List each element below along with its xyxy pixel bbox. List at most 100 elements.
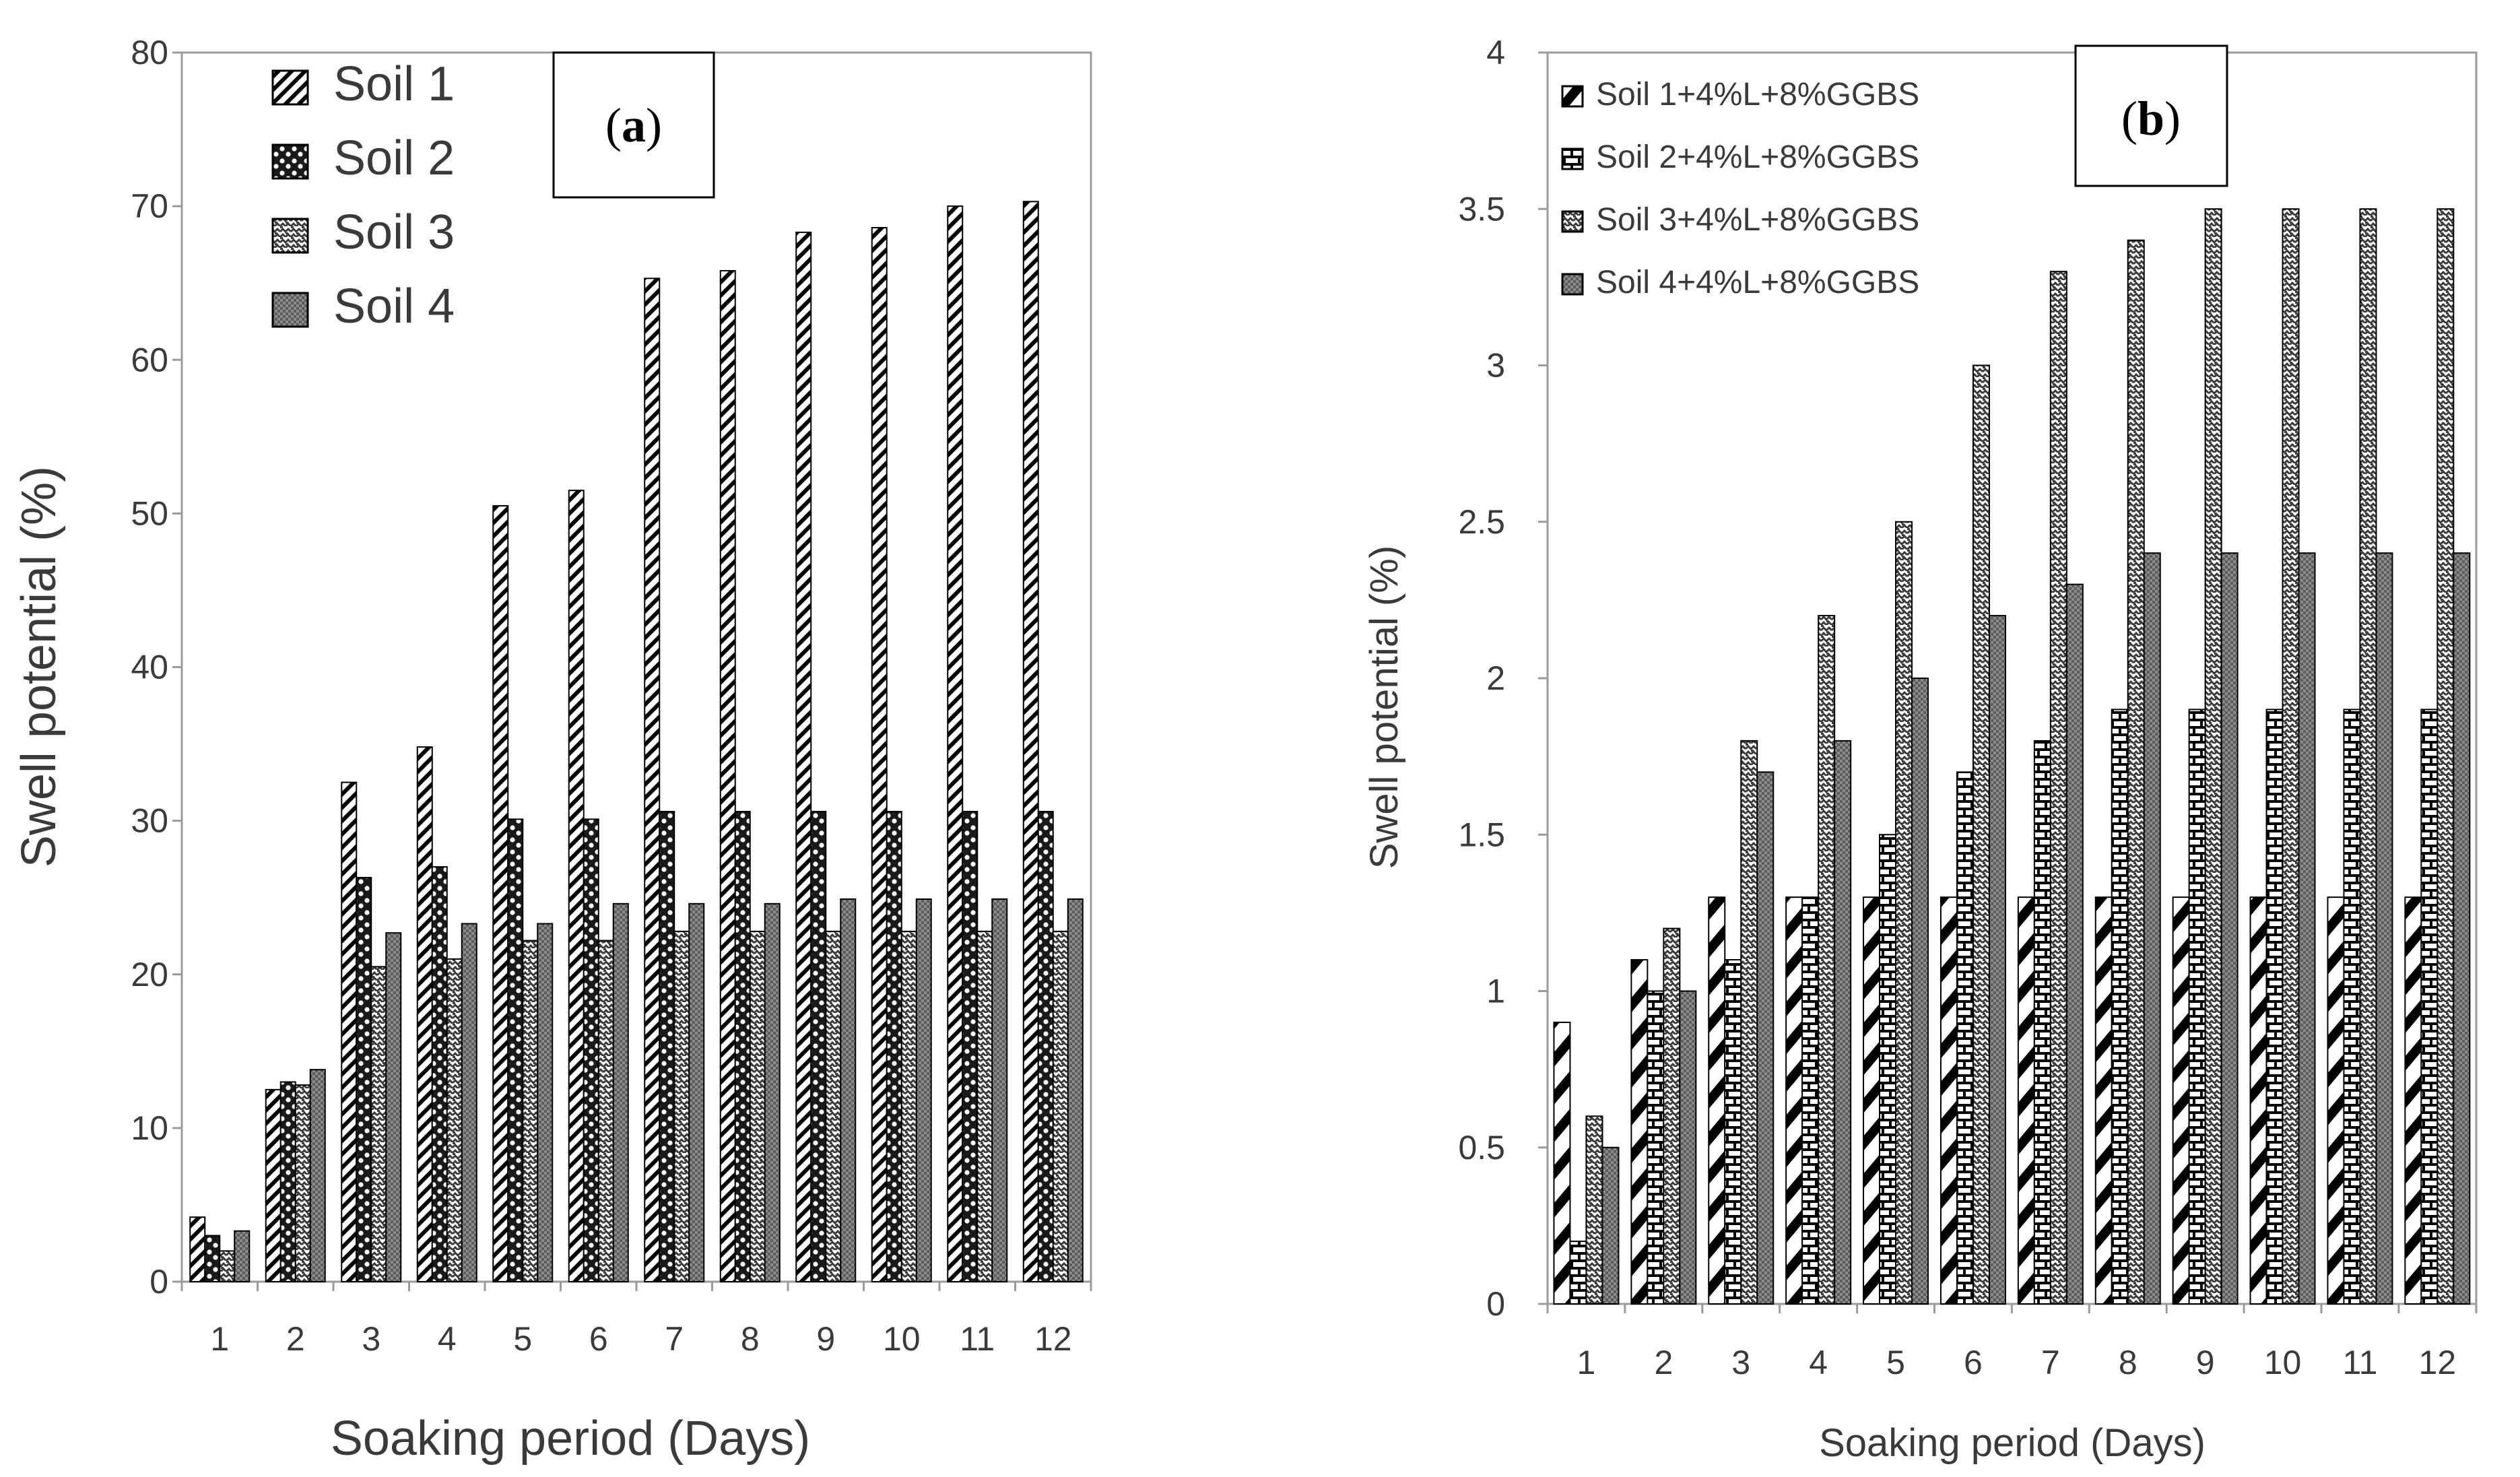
bar-soil-2-4-l-8-ggbs-day-7: [2033, 740, 2051, 1305]
bar-soil-2-day-10: [886, 810, 902, 1282]
bar-soil-2-day-3: [356, 877, 372, 1282]
bar-soil-2-4-l-8-ggbs-day-11: [2343, 709, 2361, 1305]
panel-label-a: (a): [605, 98, 662, 152]
x-tick-label: 12: [2419, 1344, 2457, 1381]
legend-entry: Soil 3: [271, 205, 455, 259]
x-tick-label: 9: [2196, 1344, 2215, 1381]
x-tick-label: 6: [589, 1320, 608, 1358]
bar-soil-4-day-12: [1067, 898, 1084, 1282]
x-tick-label: 7: [665, 1320, 684, 1358]
x-tick-label: 8: [2119, 1344, 2137, 1381]
bar-soil-4-day-11: [991, 898, 1008, 1282]
bar-soil-1-day-9: [795, 231, 812, 1282]
x-axis-label-b: Soaking period (Days): [1819, 1421, 2206, 1465]
bar-soil-1-day-3: [341, 781, 358, 1282]
legend-a: Soil 1 Soil 2 Soil 3 Soil 4: [271, 57, 455, 333]
y-axis-label-a: Swell potential (%): [12, 466, 66, 867]
bar-soil-1-4-l-8-ggbs-day-8: [2094, 896, 2113, 1305]
bar-soil-4-day-3: [385, 932, 402, 1282]
y-tick-label: 20: [131, 956, 168, 993]
bar-soil-3-day-3: [370, 966, 387, 1282]
x-tick-label: 4: [1809, 1344, 1828, 1381]
legend-swatch: [271, 143, 309, 180]
bar-soil-4-4-l-8-ggbs-day-11: [2375, 552, 2393, 1305]
legend-entry: Soil 4+4%L+8%GGBS: [1561, 265, 1919, 300]
bar-soil-2-day-6: [583, 818, 599, 1282]
panel-label-b: (b): [2121, 92, 2181, 145]
y-tick-label: 0.5: [1458, 1129, 1505, 1167]
y-axis-ticks-a: 0 10 20 30 40 50 60 70 80: [131, 34, 182, 1301]
bar-soil-2-day-1: [204, 1235, 221, 1282]
bar-soil-4-4-l-8-ggbs-day-8: [2143, 552, 2161, 1305]
x-tick-label: 1: [210, 1320, 229, 1358]
bar-soil-2-4-l-8-ggbs-day-4: [1801, 896, 1820, 1305]
bar-soil-1-4-l-8-ggbs-day-2: [1630, 959, 1649, 1305]
chart-panel-b: 00.511.522.533.54 1 2 3 4 5 6 7 8 9 10 11 12 Swell …: [1362, 34, 2478, 1465]
bar-soil-3-4-l-8-ggbs-day-7: [2049, 271, 2067, 1305]
x-tick-label: 10: [2264, 1344, 2302, 1381]
bar-soil-1-4-l-8-ggbs-day-4: [1785, 896, 1803, 1305]
x-tick-label: 10: [883, 1320, 921, 1358]
bar-soil-3-day-11: [976, 930, 993, 1282]
bar-soil-1-4-l-8-ggbs-day-1: [1553, 1021, 1571, 1305]
bar-soil-1-day-4: [416, 746, 433, 1282]
bar-soil-4-4-l-8-ggbs-day-2: [1679, 990, 1697, 1305]
bar-soil-4-4-l-8-ggbs-day-12: [2453, 552, 2471, 1305]
y-tick-label: 50: [131, 494, 168, 532]
bar-soil-2-day-9: [810, 810, 827, 1282]
bar-soil-3-day-12: [1052, 930, 1069, 1282]
bar-soil-1-4-l-8-ggbs-day-11: [2327, 896, 2345, 1305]
bar-soil-1-4-l-8-ggbs-day-5: [1863, 896, 1881, 1305]
bar-soil-2-day-12: [1037, 810, 1054, 1282]
bar-soil-4-4-l-8-ggbs-day-10: [2298, 552, 2316, 1305]
x-tick-label: 5: [1886, 1344, 1905, 1381]
x-tick-label: 12: [1034, 1320, 1072, 1358]
bar-soil-1-day-7: [644, 277, 661, 1282]
legend-swatch: [271, 292, 309, 328]
bar-soil-3-4-l-8-ggbs-day-6: [1972, 364, 1990, 1305]
bar-soil-1-day-12: [1022, 201, 1039, 1282]
y-tick-label: 2: [1486, 659, 1505, 697]
y-axis-ticks-b: 0 0.5 1 1.5 2 2.5 3 3.5 4: [1458, 34, 1548, 1323]
legend-swatch: [1561, 210, 1584, 233]
panel-label-box-b: (b): [2074, 44, 2228, 187]
x-tick-label: 4: [438, 1320, 457, 1358]
bar-soil-3-4-l-8-ggbs-day-5: [1895, 521, 1913, 1305]
legend-entry: Soil 3+4%L+8%GGBS: [1561, 202, 1919, 238]
legend-swatch: [1561, 273, 1584, 296]
legend-entry: Soil 1: [271, 57, 455, 111]
bars-b: [1553, 208, 2471, 1305]
x-tick-label: 1: [1577, 1344, 1596, 1381]
legend-entry: Soil 2: [271, 131, 455, 185]
y-tick-label: 0: [1486, 1285, 1505, 1323]
x-tick-label: 11: [960, 1320, 995, 1358]
bar-soil-3-day-7: [673, 930, 690, 1282]
legend-label: Soil 1+4%L+8%GGBS: [1596, 77, 1919, 112]
x-tick-label: 8: [741, 1320, 760, 1358]
y-tick-label: 60: [131, 341, 168, 379]
bars-a: [189, 201, 1084, 1282]
bar-soil-4-day-10: [915, 898, 932, 1282]
bar-soil-2-4-l-8-ggbs-day-10: [2265, 709, 2284, 1305]
bar-soil-4-day-6: [612, 902, 629, 1282]
bar-soil-3-4-l-8-ggbs-day-11: [2359, 208, 2377, 1305]
legend-label: Soil 4+4%L+8%GGBS: [1596, 265, 1919, 300]
bar-soil-3-4-l-8-ggbs-day-9: [2204, 208, 2222, 1305]
bar-soil-4-4-l-8-ggbs-day-4: [1834, 740, 1852, 1305]
bar-soil-2-day-2: [279, 1081, 296, 1282]
legend-label: Soil 4: [333, 280, 455, 333]
bar-soil-3-4-l-8-ggbs-day-3: [1740, 740, 1758, 1305]
bar-soil-3-day-10: [900, 930, 917, 1282]
y-tick-label: 10: [131, 1109, 168, 1147]
legend-swatch: [271, 69, 309, 106]
bar-soil-3-4-l-8-ggbs-day-2: [1663, 927, 1681, 1305]
legend-label: Soil 3+4%L+8%GGBS: [1596, 202, 1919, 238]
legend-label: Soil 2: [333, 131, 455, 185]
bar-soil-2-day-5: [507, 818, 524, 1282]
bar-soil-3-4-l-8-ggbs-day-10: [2282, 208, 2300, 1305]
bar-soil-1-4-l-8-ggbs-day-9: [2172, 896, 2190, 1305]
legend-b: Soil 1+4%L+8%GGBS Soil 2+4%L+8%GGBS Soil 3…: [1561, 77, 1919, 300]
bar-soil-1-4-l-8-ggbs-day-10: [2249, 896, 2267, 1305]
bar-soil-1-day-2: [265, 1088, 281, 1282]
